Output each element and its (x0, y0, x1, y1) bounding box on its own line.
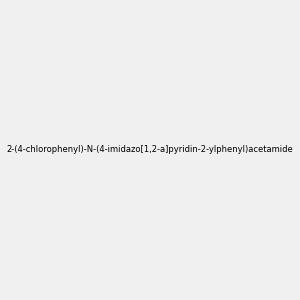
Text: 2-(4-chlorophenyl)-N-(4-imidazo[1,2-a]pyridin-2-ylphenyl)acetamide: 2-(4-chlorophenyl)-N-(4-imidazo[1,2-a]py… (7, 146, 293, 154)
